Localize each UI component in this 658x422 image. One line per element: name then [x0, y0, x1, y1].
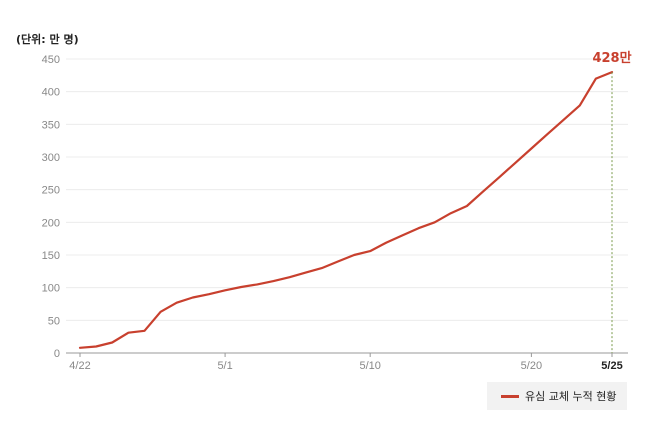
x-tick-label: 4/22: [69, 360, 90, 372]
y-tick-label: 200: [42, 217, 60, 229]
x-tick-label: 5/10: [359, 360, 380, 372]
annotation-label: 428만: [592, 50, 631, 66]
series-line: [78, 70, 614, 349]
legend-label: 유심 교체 누적 현황: [525, 390, 617, 403]
y-tick-label: 100: [42, 283, 60, 295]
unit-label: (단위: 만 명): [16, 33, 79, 46]
legend-swatch: [501, 394, 519, 398]
x-tick-label: 5/1: [217, 360, 232, 372]
x-tick-label: 5/25: [601, 360, 622, 372]
legend: 유심 교체 누적 현황: [487, 382, 627, 410]
x-tick-label: 5/20: [521, 360, 542, 372]
y-tick-label: 400: [42, 87, 60, 99]
y-tick-label: 350: [42, 119, 60, 131]
y-tick-label: 450: [42, 54, 60, 66]
y-tick-label: 250: [42, 185, 60, 197]
y-tick-label: 0: [54, 348, 60, 360]
y-tick-label: 150: [42, 250, 60, 262]
y-tick-label: 300: [42, 152, 60, 164]
y-tick-label: 50: [48, 315, 60, 327]
